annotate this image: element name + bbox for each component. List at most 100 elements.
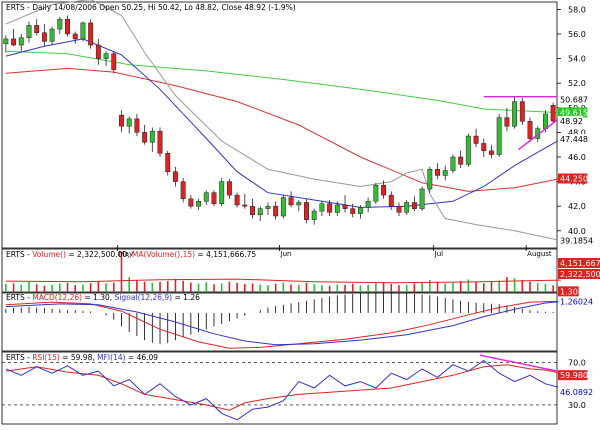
candle-body-70 <box>542 113 548 129</box>
volume-bar-38 <box>297 284 300 292</box>
volume-bar-15 <box>120 251 123 292</box>
candle-body-11 <box>88 22 94 46</box>
candle-body-33 <box>257 208 263 216</box>
candle-body-7 <box>57 18 63 30</box>
volume-bar-20 <box>159 281 161 292</box>
price-value-label-1-box <box>558 107 588 118</box>
price-tick-label-0: 58.0 <box>568 5 586 14</box>
price-ma-red <box>5 67 561 192</box>
price-value-label-4-box <box>558 173 588 184</box>
volume-bar-47 <box>367 284 369 292</box>
candle-body-45 <box>350 208 356 214</box>
volume-bar-50 <box>390 283 393 292</box>
candle-body-15 <box>119 114 124 127</box>
volume-bar-34 <box>267 285 269 292</box>
candle-body-21 <box>165 153 171 172</box>
volume-bar-45 <box>351 283 354 292</box>
candle-body-51 <box>396 205 402 213</box>
candle-body-2 <box>18 37 24 46</box>
volume-bar-10 <box>82 284 84 292</box>
month-label-2: Jul <box>434 250 444 258</box>
candle-body-31 <box>242 204 248 207</box>
volume-bar-18 <box>143 281 146 292</box>
candle-body-32 <box>250 205 255 216</box>
volume-bar-62 <box>482 283 485 292</box>
candle-body-52 <box>404 202 410 213</box>
volume-bar-49 <box>382 282 385 292</box>
candle-body-29 <box>226 181 232 196</box>
trendline-support <box>518 119 558 151</box>
price-value-label-0-box <box>558 94 588 105</box>
volume-value-label-1: 2,322,500 <box>560 270 600 279</box>
volume-bar-61 <box>475 281 477 292</box>
candle-body-35 <box>273 205 279 217</box>
volume-bar-22 <box>174 278 177 292</box>
volume-bar-30 <box>236 282 238 292</box>
price-ma-gray <box>5 0 562 242</box>
candle-body-18 <box>142 132 148 143</box>
price-tick-label-5: 48.0 <box>568 128 586 137</box>
volume-bar-69 <box>536 283 539 292</box>
volume-bar-70 <box>544 283 547 292</box>
macd-line-0 <box>5 300 561 349</box>
volume-bar-55 <box>429 279 431 292</box>
candle-body-66 <box>512 101 518 127</box>
volume-bar-17 <box>136 280 138 292</box>
candle-body-3 <box>26 25 32 38</box>
volume-bar-51 <box>398 285 400 292</box>
month-label-0: May <box>119 250 133 258</box>
volume-bar-60 <box>467 279 470 292</box>
candle-body-8 <box>65 18 70 35</box>
volume-bar-64 <box>498 280 500 292</box>
candle-body-64 <box>496 117 502 155</box>
candle-body-39 <box>304 202 309 220</box>
rsi-tick-label-0: 70.0 <box>568 359 586 368</box>
candle-body-41 <box>319 203 325 212</box>
candle-body-14 <box>111 53 117 70</box>
candle-body-36 <box>280 197 286 217</box>
candle-body-59 <box>458 156 464 165</box>
price-tick-label-6: 46.0 <box>568 153 586 162</box>
volume-bar-35 <box>274 283 277 292</box>
candle-body-9 <box>72 33 78 40</box>
volume-bar-48 <box>375 283 377 292</box>
volume-bar-32 <box>251 283 254 292</box>
candle-body-4 <box>34 25 40 34</box>
candle-body-20 <box>157 130 163 154</box>
candle-body-57 <box>442 170 448 176</box>
price-value-label-5-box <box>558 235 592 246</box>
candle-body-24 <box>188 198 194 207</box>
candle-body-43 <box>334 204 340 213</box>
panel-frame-3 <box>1 351 558 425</box>
macd-value-label-0: 1.26024 <box>560 298 593 307</box>
candle-body-6 <box>49 28 55 42</box>
volume-bar-26 <box>205 282 208 292</box>
candle-body-17 <box>134 118 140 133</box>
month-label-3: August <box>527 250 552 258</box>
price-value-label-5: 39.1854 <box>560 237 593 246</box>
candle-body-54 <box>419 188 425 209</box>
volume-bar-59 <box>459 281 462 292</box>
volume-bar-58 <box>452 282 454 292</box>
volume-bar-56 <box>436 281 439 292</box>
candle-body-60 <box>465 135 471 165</box>
volume-title: ERTS - Volume() = 2,322,500.00, MA(Volum… <box>6 250 256 259</box>
volume-bar-1 <box>12 283 15 292</box>
candle-body-25 <box>196 201 202 207</box>
price-ma-blue <box>5 38 562 208</box>
candle-body-49 <box>381 185 387 196</box>
volume-bar-42 <box>328 285 331 292</box>
volume-bar-28 <box>220 283 223 292</box>
candle-body-67 <box>519 101 525 122</box>
volume-bar-66 <box>513 278 516 292</box>
candle-body-30 <box>234 194 240 206</box>
volume-bar-13 <box>105 283 107 292</box>
volume-bar-37 <box>290 284 292 292</box>
candle-body-47 <box>365 201 371 208</box>
volume-bar-65 <box>506 277 508 292</box>
volume-bar-33 <box>259 284 262 292</box>
volume-bar-12 <box>97 281 100 292</box>
volume-bar-9 <box>74 285 77 292</box>
volume-bar-23 <box>182 280 184 292</box>
